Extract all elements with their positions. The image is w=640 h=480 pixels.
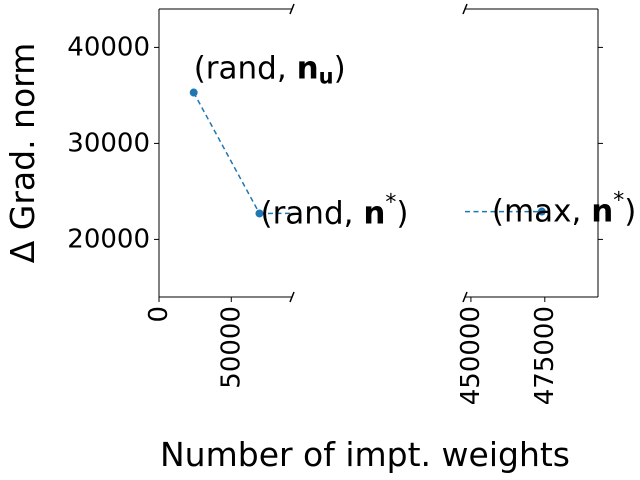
- point-label: (rand, nu): [194, 51, 346, 89]
- point-labels-layer: (rand, nu) (rand, n*) (max, n*): [194, 51, 637, 232]
- axes-layer: 0 50000 450000 475000 20000 30000 40000: [67, 3, 603, 405]
- y-tick-label: 20000: [67, 224, 150, 254]
- axis-break-mark: [289, 291, 295, 303]
- series-point: [189, 88, 198, 97]
- series-layer: [189, 88, 546, 218]
- x-tick-label: 450000: [456, 306, 486, 405]
- axis-break-mark: [462, 291, 468, 303]
- x-axis-label: Number of impt. weights: [160, 435, 570, 474]
- x-tick-label: 0: [144, 306, 174, 323]
- series-point: [537, 207, 546, 216]
- y-tick-label: 40000: [67, 32, 150, 62]
- y-tick-label: 30000: [67, 128, 150, 158]
- point-label: (rand, n*): [260, 190, 408, 232]
- x-tick-label: 50000: [216, 306, 246, 389]
- point-label: (max, n*): [492, 188, 637, 230]
- axis-break-mark: [289, 3, 295, 15]
- series-point: [255, 209, 264, 218]
- y-axis-label: Δ Grad. norm: [3, 43, 42, 264]
- x-tick-label: 475000: [530, 306, 560, 405]
- series-line-segment: [193, 92, 261, 214]
- axis-break-mark: [462, 3, 468, 15]
